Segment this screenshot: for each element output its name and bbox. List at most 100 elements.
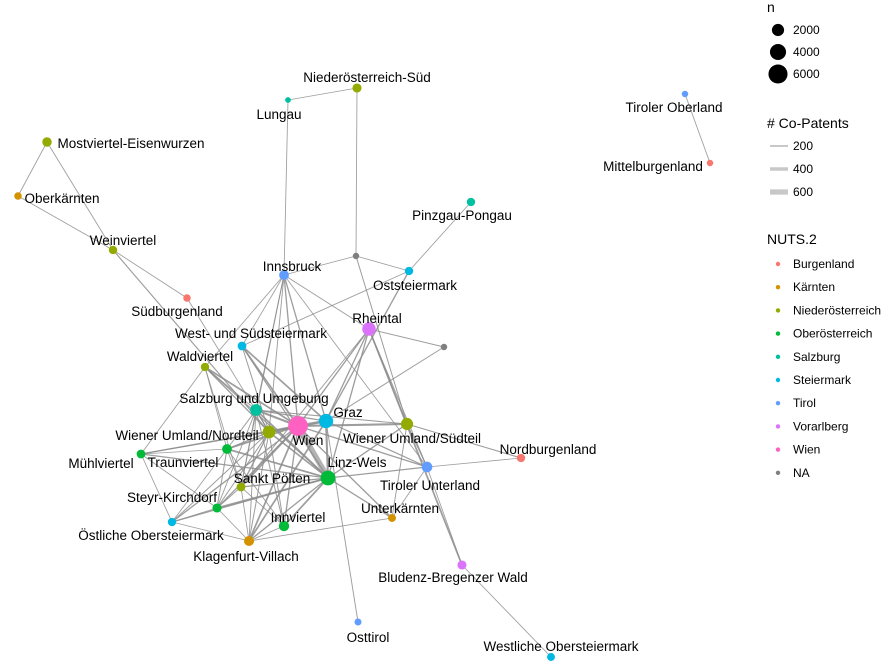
edge-wun-oestober — [171, 431, 270, 523]
edge-wien-innsbruck — [283, 274, 299, 427]
edges-layer — [17, 87, 711, 658]
edge-waldviertel-stpoelten — [204, 366, 242, 488]
legend-nuts-label: Wien — [793, 443, 820, 457]
edge-muehl-oestober — [140, 453, 173, 523]
node-label-innsbruck: Innsbruck — [263, 259, 322, 274]
edge-rheintal-innsbruck — [283, 274, 370, 330]
edge-innviertel-klagenfurt — [248, 525, 285, 542]
edge-wus-unterkaernten — [391, 423, 408, 519]
edge-wien-waldviertel — [204, 366, 299, 427]
edge-na1-noesued — [355, 87, 358, 257]
edge-lungau-innsbruck — [283, 99, 289, 276]
legend-size-swatch — [769, 43, 787, 61]
edge-innsbruck-westsued — [241, 274, 285, 347]
legend-nuts-title: NUTS.2 — [767, 231, 817, 247]
edge-unterkaernten-klagenfurt — [248, 517, 393, 542]
node-pinzgau — [466, 197, 476, 207]
edge-stpoelten-klagenfurt — [240, 486, 250, 542]
node-label-osttirol: Osttirol — [347, 630, 390, 645]
node-noesued — [352, 83, 362, 93]
node-waldviertel — [200, 362, 210, 372]
edge-innsbruck-tirunt — [283, 274, 428, 468]
node-label-lungau: Lungau — [256, 107, 301, 122]
node-label-steyr: Steyr-Kirchdorf — [127, 490, 217, 505]
edge-wun-stpoelten — [240, 431, 270, 488]
node-unterkaernten — [388, 514, 396, 522]
legend-nuts-swatch — [775, 261, 781, 267]
node-label-traunviertel: Traunviertel — [148, 455, 219, 470]
edge-wun-innsbruck — [268, 274, 285, 433]
edge-linz-klagenfurt — [248, 477, 329, 542]
node-label-muehl: Mühlviertel — [68, 456, 133, 471]
edge-linz-rheintal — [327, 328, 370, 479]
edge-traunviertel-stpoelten — [226, 448, 242, 488]
edge-rheintal-na2 — [368, 328, 445, 348]
node-tirober — [681, 90, 689, 98]
legend-edges: # Co-Patents 200 400 600 — [767, 115, 849, 199]
edge-graz-innsbruck — [283, 274, 327, 422]
node-label-nordburg: Nordburgenland — [500, 442, 597, 457]
edge-oestober-klagenfurt — [171, 521, 250, 542]
node-innsbruck — [279, 270, 289, 280]
node-label-weinviertel: Weinviertel — [90, 233, 157, 248]
edge-na1-oststeier — [355, 255, 410, 272]
node-label-waldviertel: Waldviertel — [167, 349, 233, 364]
edge-linz-unterkaernten — [327, 477, 393, 519]
edge-traunviertel-oestober — [171, 448, 228, 523]
node-linz — [320, 470, 336, 486]
edge-graz-na2 — [325, 346, 445, 422]
edge-wun-weinviertel — [112, 249, 270, 433]
legend-nuts-label: Vorarlberg — [793, 419, 848, 433]
edge-linz-westsued — [241, 345, 329, 479]
node-label-rheintal: Rheintal — [352, 311, 402, 326]
legend-nuts-swatch — [775, 424, 781, 429]
node-wien — [288, 416, 308, 436]
node-steyr — [212, 503, 222, 513]
legend-nuts-label: Oberösterreich — [793, 327, 872, 341]
legend-size-label: 6000 — [793, 67, 820, 81]
legend-nuts-swatch — [775, 470, 781, 475]
legend-nuts-swatch — [775, 377, 781, 383]
legend-nuts-swatch — [775, 331, 781, 336]
edge-graz-osttirol — [325, 420, 359, 623]
edge-salzburg-klagenfurt — [248, 409, 257, 542]
labels-layer: Wien Graz Linz-Wels Rheintal Wiener Umland/N… — [24, 70, 722, 654]
node-label-westober: Westliche Obersteiermark — [483, 639, 638, 654]
node-label-mittelburg: Mittelburgenland — [603, 159, 703, 174]
legend-nuts-label: Salzburg — [793, 350, 840, 364]
node-label-noesued: Niederösterreich-Süd — [303, 70, 431, 85]
edge-wun-muehl — [140, 431, 270, 455]
node-mittelburg — [706, 159, 714, 167]
edge-linz-oestober — [171, 477, 329, 523]
legend-size: n 2000 4000 6000 — [767, 0, 820, 84]
edge-rheintal-wus — [368, 328, 408, 425]
edge-oststeier-westsued — [241, 270, 410, 347]
node-klagenfurt — [243, 535, 255, 547]
edge-wun-westsued — [241, 345, 270, 433]
node-na2 — [440, 343, 448, 351]
legend-nuts-label: NA — [793, 466, 810, 480]
node-label-bludenz: Bludenz-Bregenzer Wald — [378, 570, 528, 585]
edge-wus-na1 — [355, 255, 408, 425]
legend-nuts-label: Niederösterreich — [793, 303, 881, 317]
node-mostviertel — [42, 137, 52, 147]
edge-linz-stpoelten — [240, 477, 329, 488]
legend-nuts-swatch — [775, 401, 781, 406]
legend-nuts-swatch — [775, 354, 781, 359]
node-label-oststeier: Oststeiermark — [373, 278, 457, 293]
node-label-wien: Wien — [293, 433, 324, 448]
node-label-stpoelten: Sankt Pölten — [234, 471, 311, 486]
edge-oststeier-pinzgau — [408, 201, 472, 272]
edge-salzburg-waldviertel — [204, 366, 257, 411]
legend-edges-title: # Co-Patents — [767, 115, 849, 131]
edge-steyr-muehl — [140, 453, 218, 509]
edge-innsbruck-waldviertel — [204, 274, 285, 368]
node-label-klagenfurt: Klagenfurt-Villach — [193, 549, 299, 564]
node-label-unterkaernten: Unterkärnten — [361, 501, 439, 516]
edge-graz-oststeier — [325, 270, 410, 422]
node-label-graz: Graz — [333, 405, 363, 420]
node-graz — [318, 413, 334, 429]
node-na1 — [352, 252, 360, 260]
node-label-tirunt: Tiroler Unterland — [380, 478, 480, 493]
